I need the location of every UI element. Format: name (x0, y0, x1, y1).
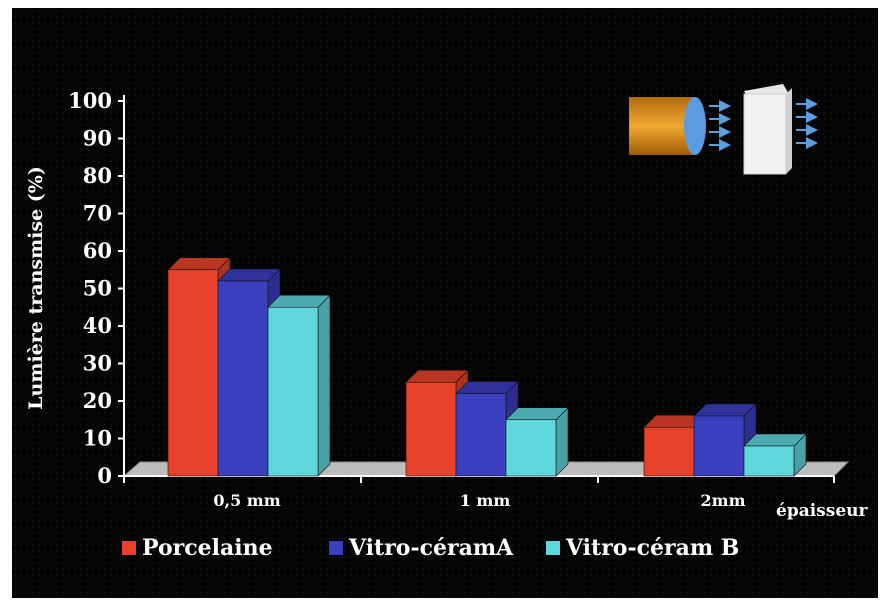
legend-item: Vitro-céramA (329, 535, 514, 561)
y-tick-label: 60 (83, 238, 112, 263)
y-tick-label: 20 (83, 388, 112, 413)
y-tick-label: 70 (83, 201, 112, 226)
block-light-icon (743, 84, 818, 175)
bar (743, 433, 807, 477)
y-tick-label: 10 (83, 426, 112, 451)
legend-swatch (546, 541, 560, 555)
y-tick-label: 0 (97, 463, 112, 488)
x-tick-label: 2mm (701, 491, 746, 510)
x-tick-label: 0,5 mm (213, 491, 280, 510)
legend: Porcelaine Vitro-céramA Vitro-céram B (122, 535, 739, 561)
y-tick-label: 50 (83, 276, 112, 301)
y-tick-label: 100 (68, 88, 112, 113)
y-axis-label: Lumière transmise (%) (25, 166, 47, 410)
legend-label: Vitro-céramA (348, 535, 514, 561)
x-axis-label: épaisseur (776, 501, 868, 521)
legend-label: Porcelaine (142, 535, 273, 561)
bars-group (167, 257, 807, 477)
bar (505, 407, 569, 477)
legend-swatch (122, 541, 136, 555)
x-tick-label: 1 mm (460, 491, 511, 510)
y-tick-label: 90 (83, 126, 112, 151)
y-tick-label: 80 (83, 163, 112, 188)
cylinder-light-icon (629, 97, 731, 155)
y-axis-ticks: 0 10 20 30 40 50 60 70 80 90 100 (68, 88, 124, 488)
legend-item: Vitro-céram B (546, 535, 739, 561)
x-axis-ticks: 0,5 mm 1 mm 2mm (123, 476, 835, 510)
bar (267, 294, 331, 477)
chart-frame: 0 10 20 30 40 50 60 70 80 90 100 0,5 mm 1 mm 2mm Lum… (12, 8, 878, 598)
y-tick-label: 40 (83, 313, 112, 338)
y-tick-label: 30 (83, 351, 112, 376)
legend-label: Vitro-céram B (565, 535, 739, 561)
legend-swatch (329, 541, 343, 555)
bar-chart: 0 10 20 30 40 50 60 70 80 90 100 0,5 mm 1 mm 2mm Lum… (25, 84, 868, 561)
legend-item: Porcelaine (122, 535, 273, 561)
